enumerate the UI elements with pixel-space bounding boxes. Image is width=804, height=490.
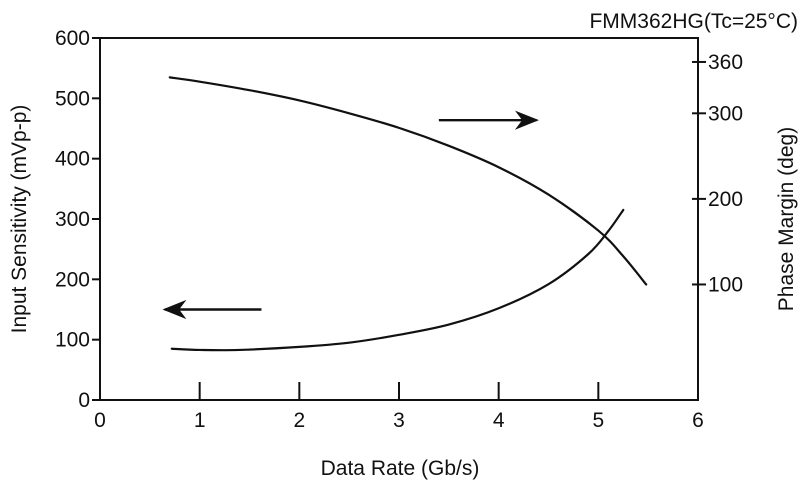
x-tick-label: 0 xyxy=(94,409,106,432)
y-left-tick-label: 600 xyxy=(55,27,90,50)
y-left-tick-label: 300 xyxy=(55,208,90,231)
x-tick-label: 6 xyxy=(692,409,704,432)
input-sensitivity-curve xyxy=(170,208,625,352)
y-axis-right-label: Phase Margin (deg) xyxy=(775,127,798,311)
plot-frame xyxy=(99,37,699,401)
y-right-tick-label: 100 xyxy=(708,273,743,296)
annotation-layer xyxy=(162,110,539,320)
y-right-tick-label: 300 xyxy=(708,102,743,125)
x-tick-label: 5 xyxy=(592,409,604,432)
series-layer xyxy=(168,76,648,352)
y-right-tick-label: 200 xyxy=(708,188,743,211)
x-axis-label: Data Rate (Gb/s) xyxy=(321,457,480,480)
y-left-tick-label: 400 xyxy=(55,148,90,171)
x-tick-label: 1 xyxy=(194,409,206,432)
phase-margin-curve xyxy=(168,76,648,286)
y-left-tick-label: 500 xyxy=(55,87,90,110)
y-left-tick-label: 0 xyxy=(78,389,90,412)
chart-title: FMM362HG(Tc=25°C) xyxy=(589,10,798,33)
ticks-layer: 0 1 2 3 4 5 6 0 100 200 300 400 500 600 100 200 300 360 xyxy=(55,27,743,432)
y-left-tick-label: 200 xyxy=(55,268,90,291)
y-left-tick-label: 100 xyxy=(55,329,90,352)
y-right-tick-label: 360 xyxy=(708,51,743,74)
x-tick-label: 4 xyxy=(493,409,505,432)
y-axis-left-label: Input Sensitivity (mVp-p) xyxy=(8,105,31,334)
x-tick-label: 2 xyxy=(293,409,305,432)
x-tick-label: 3 xyxy=(393,409,405,432)
